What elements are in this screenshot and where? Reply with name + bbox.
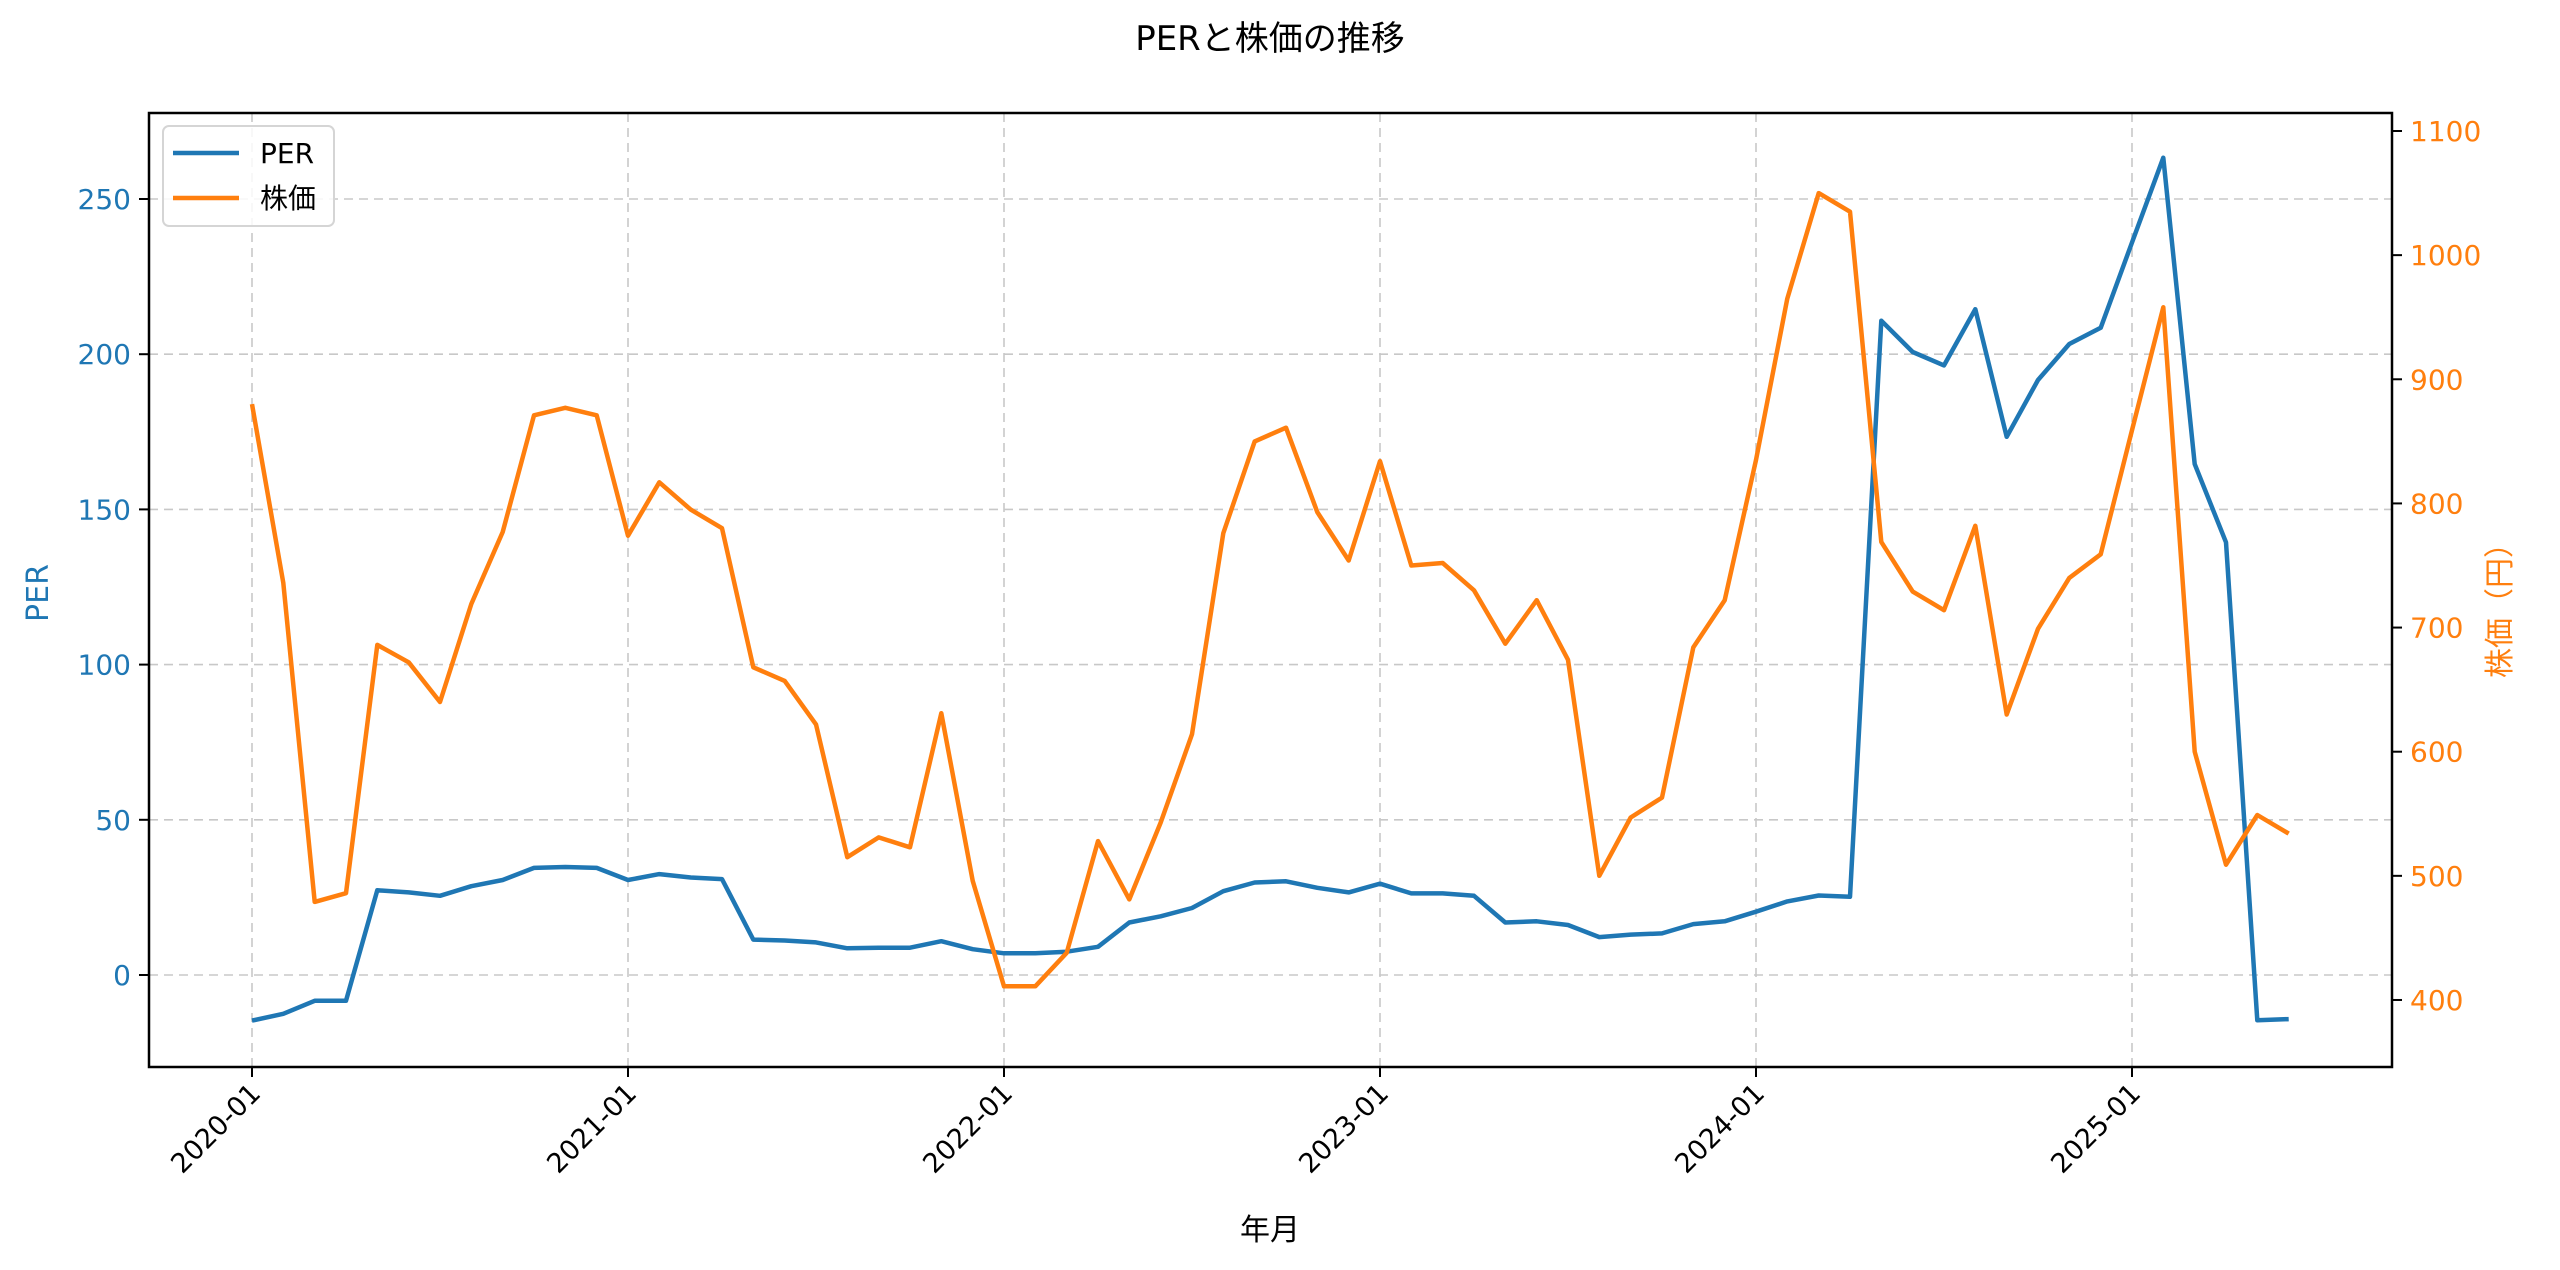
- legend: PER 株価: [162, 125, 335, 227]
- legend-per-label: PER: [260, 137, 314, 170]
- left-tick-label: 250: [78, 183, 131, 216]
- left-axis-ticks: 0 50 100 150 200 250: [78, 183, 149, 992]
- right-tick-label: 800: [2410, 487, 2463, 520]
- left-tick-label: 0: [113, 959, 131, 992]
- plot-frame: [147, 111, 2394, 1069]
- right-tick-label: 700: [2410, 612, 2463, 645]
- right-tick-label: 1100: [2410, 115, 2481, 148]
- right-tick-label: 400: [2410, 984, 2463, 1017]
- right-tick-label: 500: [2410, 860, 2463, 893]
- price-line: [249, 190, 2290, 989]
- x-axis-label: 年月: [1240, 1213, 1300, 1248]
- y-axis-right-label: 株価（円）: [2483, 528, 2518, 678]
- left-tick-label: 200: [78, 338, 131, 371]
- left-tick-label: 100: [78, 649, 131, 682]
- left-tick-label: 150: [78, 493, 131, 526]
- left-tick-label: 50: [95, 804, 131, 837]
- right-tick-label: 1000: [2410, 239, 2481, 272]
- right-axis-ticks: 400 500 600 700 800 900 1000 1100: [2392, 115, 2481, 1017]
- chart-title: PERと株価の推移: [1135, 19, 1405, 59]
- y-axis-left-label: PER: [21, 564, 56, 622]
- x-gridlines: [251, 113, 2133, 1067]
- legend-price-label: 株価: [260, 182, 316, 215]
- right-tick-label: 900: [2410, 363, 2463, 396]
- per-line: [251, 155, 2289, 1023]
- right-tick-label: 600: [2410, 736, 2463, 769]
